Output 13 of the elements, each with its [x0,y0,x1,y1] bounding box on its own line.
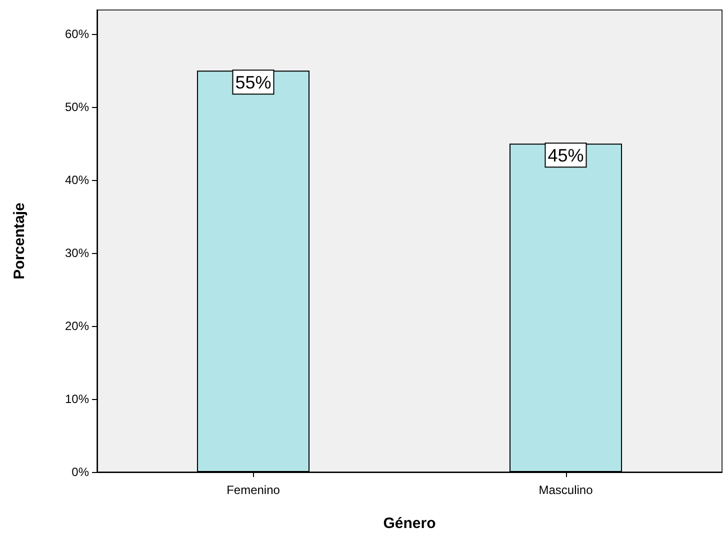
y-tick-label: 40% [64,173,90,188]
x-axis-title: Género [383,515,436,532]
y-tick-label: 60% [64,27,90,42]
x-tick-label: Masculino [538,483,594,497]
data-label: 55% [235,72,272,93]
y-axis-title: Porcentaje [11,202,28,280]
y-tick-label: 50% [64,100,90,114]
y-tick-label: 20% [64,319,90,334]
x-tick-label: Femenino [226,483,280,497]
data-label: 45% [548,146,584,166]
y-tick-label: 0% [72,465,90,479]
y-tick-label: 30% [64,246,90,260]
y-tick-label: 10% [64,392,90,406]
